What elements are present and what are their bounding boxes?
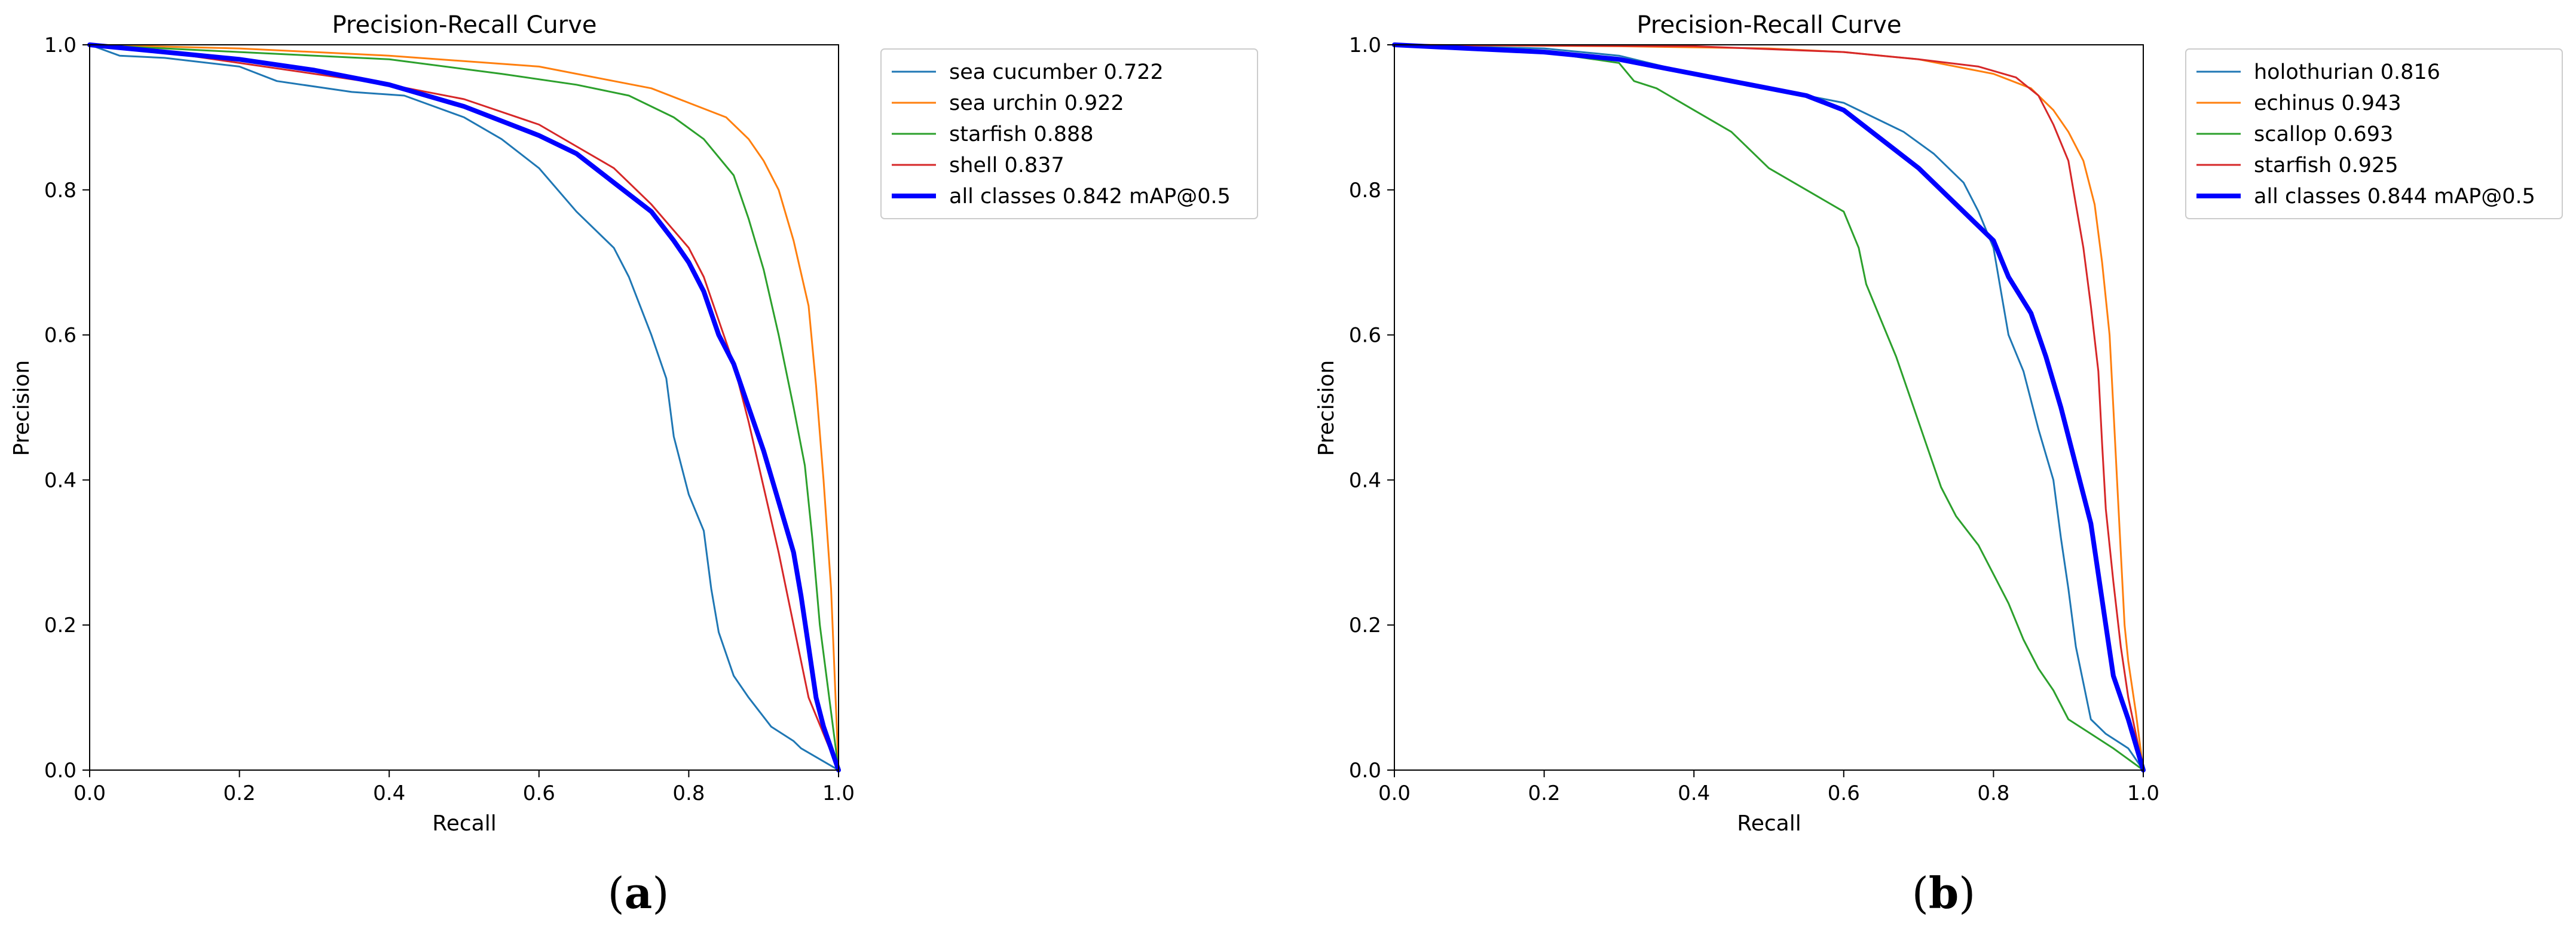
series-line-2 [88, 44, 840, 771]
legend-label-3: shell 0.837 [949, 154, 1064, 177]
series-line-2 [1393, 44, 2144, 771]
legend-label-3: starfish 0.925 [2254, 154, 2398, 177]
x-tick-label: 1.0 [2127, 781, 2159, 805]
x-tick-label: 0.2 [1528, 781, 1561, 805]
y-axis-label: Precision [1314, 360, 1339, 456]
legend-label-0: holothurian 0.816 [2254, 60, 2440, 84]
x-tick-label: 0.4 [1678, 781, 1710, 805]
series-line-3 [88, 44, 840, 771]
chart-title: Precision-Recall Curve [332, 11, 597, 39]
x-tick-label: 0.2 [224, 781, 256, 805]
panel-label-close: ) [1959, 868, 1975, 918]
y-tick-label: 0.2 [44, 614, 77, 637]
legend-label-1: echinus 0.943 [2254, 91, 2401, 115]
y-tick-label: 0.8 [1349, 179, 1381, 203]
panel-label-letter: a [625, 867, 653, 918]
series-line-0 [88, 44, 840, 771]
x-axis-label: Recall [1737, 811, 1801, 836]
x-tick-label: 0.6 [523, 781, 555, 805]
panel-label-close: ) [652, 868, 669, 918]
y-tick-label: 0.4 [1349, 468, 1381, 492]
series-line-0 [1393, 44, 2144, 771]
legend-label-2: scallop 0.693 [2254, 122, 2393, 146]
x-tick-label: 0.4 [373, 781, 405, 805]
plot-frame [1394, 44, 2144, 771]
y-tick-label: 0.6 [1349, 324, 1381, 348]
x-axis-label: Recall [432, 811, 496, 836]
legend-box [2185, 48, 2563, 219]
series-line-1 [88, 44, 840, 771]
y-axis-label: Precision [10, 360, 34, 456]
plot-frame [89, 44, 839, 771]
x-tick-label: 0.8 [672, 781, 705, 805]
series-line-3 [1393, 44, 2144, 771]
panel-label-letter: b [1929, 867, 1959, 918]
y-tick-label: 1.0 [1349, 33, 1381, 57]
legend: sea cucumber 0.722 sea urchin 0.922 starfi… [880, 48, 1258, 219]
legend-box [880, 48, 1258, 219]
y-tick-label: 0.0 [1349, 759, 1381, 783]
x-tick-label: 0.6 [1828, 781, 1860, 805]
y-tick-label: 0.6 [44, 324, 77, 348]
y-tick-label: 0.8 [44, 179, 77, 203]
x-tick-label: 1.0 [822, 781, 855, 805]
panel-label: (a) [608, 867, 669, 918]
legend-label-0: sea cucumber 0.722 [949, 60, 1164, 84]
series-line-4 [1392, 42, 2146, 772]
legend-label-4: all classes 0.842 mAP@0.5 [949, 185, 1231, 209]
plot-area: 0.0 0.2 0.4 0.6 0.8 1.0 0.0 0.2 0.4 0.6 0.8 1.0 [1349, 33, 2159, 805]
plot-area: 0.0 0.2 0.4 0.6 0.8 1.0 0.0 0.2 0.4 0.6 0.8 1.0 [44, 33, 855, 805]
y-tick-label: 0.2 [1349, 614, 1381, 637]
series-line-4 [87, 42, 841, 772]
y-tick-label: 1.0 [44, 33, 77, 57]
chart-title: Precision-Recall Curve [1637, 11, 1902, 39]
x-tick-label: 0.8 [1977, 781, 2009, 805]
panel-b: Precision-Recall Curve Precision Recall … [1314, 11, 2563, 918]
legend-label-4: all classes 0.844 mAP@0.5 [2254, 185, 2535, 209]
panel-label: (b) [1912, 867, 1976, 918]
y-tick-label: 0.0 [44, 759, 77, 783]
legend-label-1: sea urchin 0.922 [949, 91, 1124, 115]
legend-label-2: starfish 0.888 [949, 122, 1094, 146]
y-tick-label: 0.4 [44, 468, 77, 492]
x-tick-label: 0.0 [74, 781, 106, 805]
panel-label-open: ( [608, 868, 625, 918]
legend: holothurian 0.816 echinus 0.943 scallop 0.… [2185, 48, 2563, 219]
panel-label-open: ( [1912, 868, 1929, 918]
panel-a: Precision-Recall Curve Precision Recall … [10, 11, 1258, 918]
series-line-1 [1393, 44, 2144, 771]
x-tick-label: 0.0 [1378, 781, 1411, 805]
